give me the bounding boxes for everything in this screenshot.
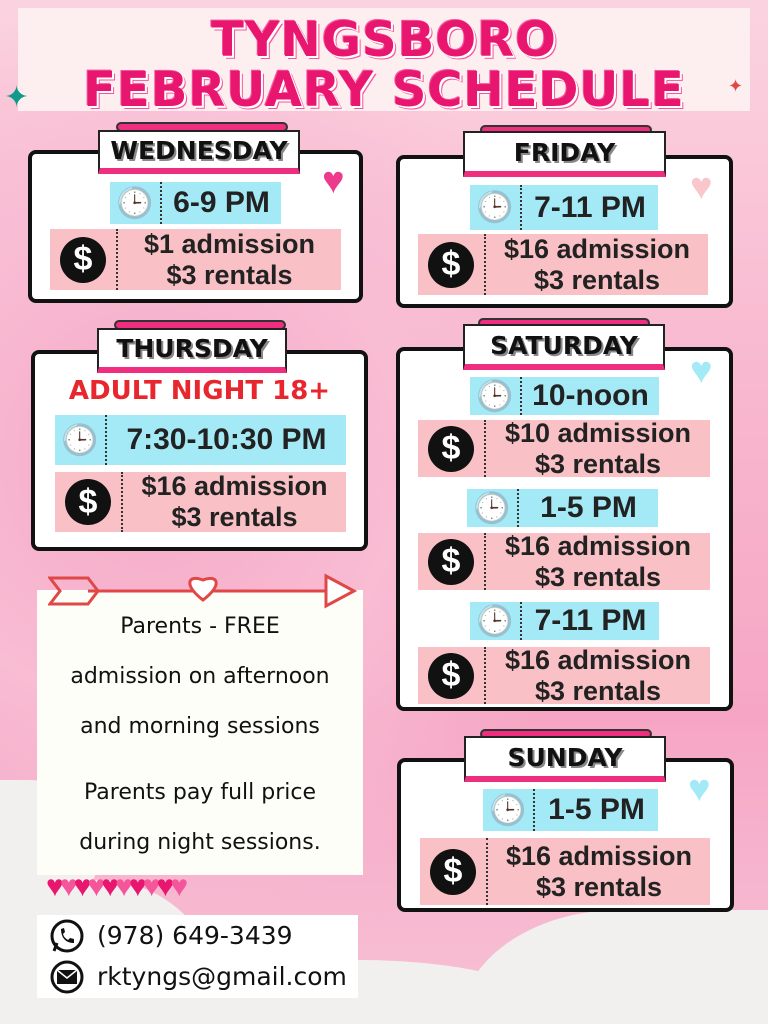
time-row: 🕒 7-11 PM <box>470 185 658 230</box>
admission-price: $16 admission <box>503 233 691 264</box>
row-text: $16 admission $3 rentals <box>123 471 346 533</box>
dollar-icon: $ <box>428 652 474 699</box>
day-label-wednesday: WEDNESDAY <box>98 130 300 174</box>
heart-icon: ♥ <box>322 160 345 202</box>
icon-cell: $ <box>418 420 486 477</box>
envelope-icon <box>50 960 84 993</box>
rental-price: $3 rentals <box>171 502 298 532</box>
price-row: $ $16 admission $3 rentals <box>420 838 710 905</box>
row-text: $10 admission $3 rentals <box>486 418 710 480</box>
row-text: $16 admission $3 rentals <box>488 841 710 903</box>
parents-line: and morning sessions <box>80 714 320 739</box>
clock-icon: 🕒 <box>110 182 162 224</box>
parents-line: Parents pay full price <box>84 780 316 805</box>
whatsapp-icon <box>50 919 84 952</box>
parents-line: Parents - FREE <box>120 614 280 639</box>
clock-icon: 🕒 <box>470 185 522 230</box>
dollar-icon: $ <box>430 848 476 895</box>
rental-price: $3 rentals <box>535 871 663 902</box>
heart-icon: ♥ <box>688 768 711 810</box>
admission-price: $16 admission <box>504 530 692 561</box>
price-row: $ $1 admission $3 rentals <box>50 229 341 290</box>
row-text: 6-9 PM <box>173 186 270 219</box>
row-text: 7:30-10:30 PM <box>126 423 327 456</box>
parents-line: admission on afternoon <box>70 664 330 689</box>
row-text: 7-11 PM <box>534 604 647 637</box>
icon-cell: $ <box>418 533 486 590</box>
price-row: $ $16 admission $3 rentals <box>418 234 708 295</box>
contact-box: (978) 649-3439 rktyngs@gmail.com <box>37 915 358 998</box>
icon-cell: $ <box>55 472 123 532</box>
heart-icon: ♥ <box>690 166 713 208</box>
time-row: 🕒 7:30-10:30 PM <box>55 415 346 465</box>
icon-cell: $ <box>50 229 118 290</box>
price-row: $ $16 admission $3 rentals <box>418 531 710 593</box>
row-text: 1-5 PM <box>540 491 637 524</box>
row-text: $1 admission $3 rentals <box>118 229 341 291</box>
time-row: 🕒 1-5 PM <box>467 489 658 527</box>
clock-icon: 🕒 <box>467 489 519 527</box>
admission-price: $16 admission <box>505 840 693 871</box>
dollar-icon: $ <box>428 241 474 288</box>
time-row: 🕒 6-9 PM <box>110 182 281 224</box>
clock-icon: 🕒 <box>55 415 107 465</box>
sparkle-icon: ✦ <box>4 81 30 114</box>
rental-price: $3 rentals <box>166 259 293 290</box>
row-text: $16 admission $3 rentals <box>486 645 710 707</box>
day-label-friday: FRIDAY <box>463 131 666 177</box>
cloud-decoration <box>460 910 768 1024</box>
time-row: 🕒 10-noon <box>470 377 659 415</box>
day-label-saturday: SATURDAY <box>463 324 665 370</box>
parents-info: Parents - FREE admission on afternoon an… <box>37 590 363 875</box>
icon-cell: $ <box>418 647 486 704</box>
row-text: 10-noon <box>532 379 649 412</box>
rental-price: $3 rentals <box>534 448 662 479</box>
time-row: 🕒 7-11 PM <box>470 602 659 640</box>
title-line1: TYNGSBORO <box>211 12 557 68</box>
clock-icon: 🕒 <box>470 602 522 640</box>
title-banner: TYNGSBORO FEBRUARY SCHEDULE <box>18 8 750 118</box>
admission-price: $16 admission <box>141 471 328 501</box>
rental-price: $3 rentals <box>533 264 661 295</box>
rental-price: $3 rentals <box>534 675 662 706</box>
price-row: $ $16 admission $3 rentals <box>418 645 710 707</box>
admission-price: $10 admission <box>504 417 692 448</box>
arrow-icon <box>48 573 358 609</box>
icon-cell: $ <box>420 838 488 905</box>
row-text: 1-5 PM <box>548 793 645 826</box>
icon-cell: $ <box>418 234 486 295</box>
price-row: $ $16 admission $3 rentals <box>55 471 346 533</box>
clock-icon: 🕒 <box>470 377 522 415</box>
row-text: 7-11 PM <box>534 190 646 224</box>
hearts-row-decoration: ♥♥♥♥♥♥♥♥♥♥ <box>46 870 188 903</box>
admission-price: $16 admission <box>504 644 692 675</box>
email-address[interactable]: rktyngs@gmail.com <box>97 962 347 991</box>
parents-line: during night sessions. <box>79 830 321 855</box>
dollar-icon: $ <box>65 479 111 525</box>
adult-night-note: ADULT NIGHT 18+ <box>68 376 331 406</box>
price-row: $ $10 admission $3 rentals <box>418 418 710 480</box>
sparkle-icon: ✦ <box>728 76 744 96</box>
day-label-thursday: THURSDAY <box>97 328 287 373</box>
clock-icon: 🕒 <box>483 789 535 831</box>
title-line2: FEBRUARY SCHEDULE <box>83 62 685 118</box>
admission-price: $1 admission <box>143 228 316 259</box>
phone-number[interactable]: (978) 649-3439 <box>97 921 293 950</box>
dollar-icon: $ <box>60 236 106 283</box>
time-row: 🕒 1-5 PM <box>483 789 658 831</box>
dollar-icon: $ <box>428 538 474 585</box>
rental-price: $3 rentals <box>534 561 662 592</box>
heart-icon: ♥ <box>690 350 713 392</box>
dollar-icon: $ <box>428 425 474 472</box>
day-label-sunday: SUNDAY <box>464 736 666 782</box>
row-text: $16 admission $3 rentals <box>486 531 710 593</box>
row-text: $16 admission $3 rentals <box>486 234 708 296</box>
